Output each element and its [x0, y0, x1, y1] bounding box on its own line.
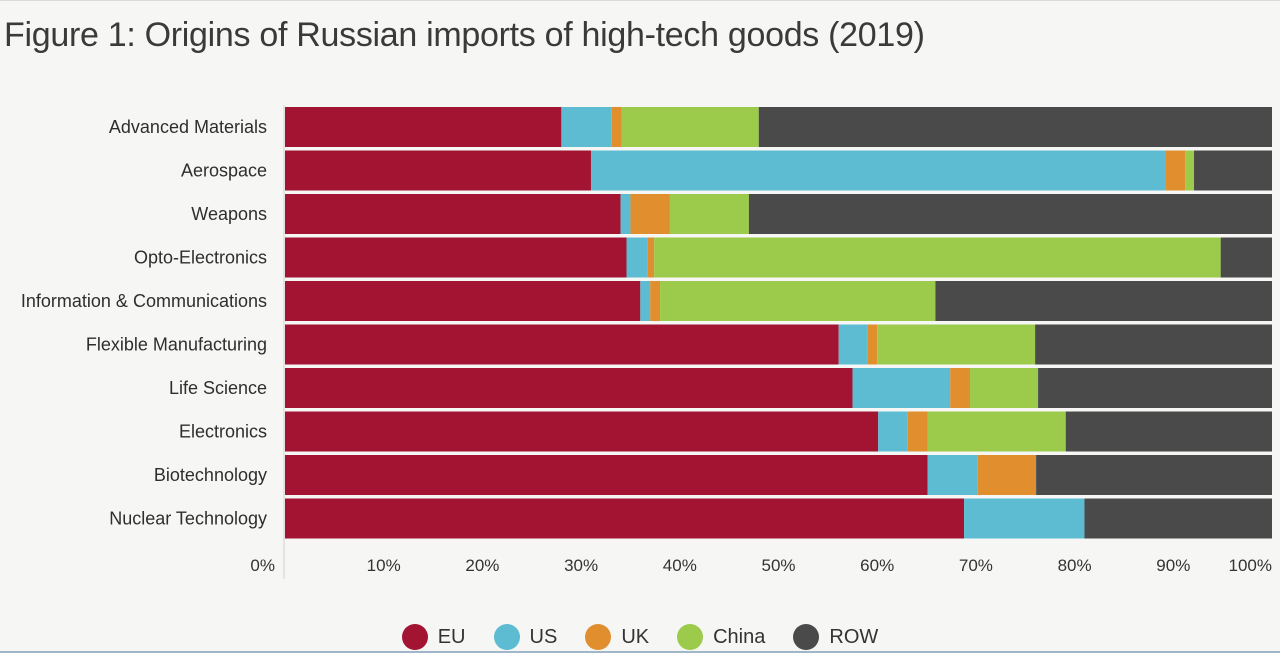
bar-segment-china [669, 194, 749, 234]
x-tick-label: 30% [564, 556, 598, 575]
bar-segment-us [964, 498, 1085, 539]
legend-swatch [677, 624, 704, 650]
bar-segment-eu [285, 194, 621, 234]
chart-legend: EU US UK China ROW [0, 622, 1280, 652]
bar-segment-row [1084, 498, 1272, 539]
bar-segment-row [1194, 150, 1272, 191]
x-tick-label: 50% [761, 556, 795, 575]
legend-item-row: ROW [793, 624, 878, 650]
bar-segment-uk [647, 237, 655, 278]
bar-segment-us [640, 281, 651, 321]
bar-segment-row [1038, 368, 1272, 408]
bar-segment-us [590, 150, 1166, 191]
category-label: Weapons [191, 204, 267, 224]
x-tick-label: 20% [465, 556, 499, 575]
bar-segment-uk [977, 455, 1037, 495]
legend-swatch [493, 624, 520, 650]
legend-label: EU [437, 625, 466, 648]
bar-segment-row [1065, 411, 1272, 452]
bar-segment-us [878, 411, 908, 452]
bar-segment-eu [285, 324, 839, 365]
bar-segment-china [927, 411, 1066, 452]
bar-segment-china [877, 324, 1036, 365]
bar-segment-row [935, 281, 1272, 321]
bar-segment-uk [611, 107, 622, 147]
bar-segment-eu [285, 498, 965, 539]
legend-item-uk: UK [585, 624, 649, 650]
bar-segment-us [626, 237, 648, 278]
bar-segment-row [748, 194, 1272, 234]
x-tick-label: 80% [1058, 556, 1092, 575]
x-tick-label: 60% [860, 556, 894, 575]
x-tick-label: 100% [1229, 556, 1272, 575]
figure-title: Figure 1: Origins of Russian imports of … [4, 16, 925, 54]
legend-swatch [585, 624, 612, 650]
legend-swatch [793, 624, 820, 650]
x-tick-label: 90% [1156, 556, 1190, 575]
legend-swatch [401, 624, 428, 650]
category-label: Electronics [179, 422, 267, 442]
bar-segment-uk [1165, 150, 1186, 191]
bar-segment-uk [907, 411, 928, 452]
bar-segment-china [654, 237, 1221, 278]
bar-segment-us [927, 455, 978, 495]
category-label: Aerospace [181, 161, 267, 181]
bar-segment-eu [285, 107, 562, 147]
category-label: Flexible Manufacturing [86, 335, 267, 355]
legend-item-us: US [493, 624, 558, 650]
bar-segment-us [838, 324, 868, 365]
bar-segment-china [621, 107, 759, 147]
legend-label: US [529, 625, 558, 648]
bar-segment-china [1185, 150, 1195, 191]
stacked-bar-chart: Advanced Materials Aerospace Weapons Opto-E… [21, 105, 1272, 579]
legend-item-eu: EU [401, 624, 466, 650]
legend-label: China [713, 625, 766, 648]
legend-label: ROW [829, 625, 879, 648]
category-label: Information & Communications [21, 291, 267, 311]
bar-segment-us [852, 368, 951, 408]
bar-segment-us [620, 194, 631, 234]
bar-segment-eu [285, 411, 879, 452]
legend-label: UK [621, 625, 650, 648]
bar-segment-uk [630, 194, 670, 234]
bar-segment-row [758, 107, 1272, 147]
bar-segment-row [1220, 237, 1272, 278]
category-label: Advanced Materials [109, 117, 267, 137]
bar-segment-eu [285, 150, 591, 191]
x-tick-label: 10% [367, 556, 401, 575]
bar-segment-row [1036, 455, 1272, 495]
bar-segment-china [969, 368, 1039, 408]
category-label: Nuclear Technology [109, 509, 267, 529]
x-tick-label: 0% [250, 556, 275, 575]
bar-segment-china [660, 281, 936, 321]
bar-segment-us [561, 107, 612, 147]
bar-segment-eu [285, 281, 641, 321]
bottom-border [0, 651, 1280, 653]
bar-segment-eu [285, 455, 928, 495]
bar-segment-row [1035, 324, 1272, 365]
bar-segment-eu [285, 237, 627, 278]
category-label: Opto-Electronics [134, 248, 267, 268]
bar-segment-eu [285, 368, 853, 408]
category-label: Life Science [169, 378, 267, 398]
bar-segment-uk [867, 324, 878, 365]
x-tick-label: 70% [959, 556, 993, 575]
x-tick-label: 40% [663, 556, 697, 575]
bar-segment-uk [650, 281, 661, 321]
legend-item-china: China [677, 624, 765, 650]
category-label: Biotechnology [154, 465, 267, 485]
bar-segment-uk [950, 368, 970, 408]
